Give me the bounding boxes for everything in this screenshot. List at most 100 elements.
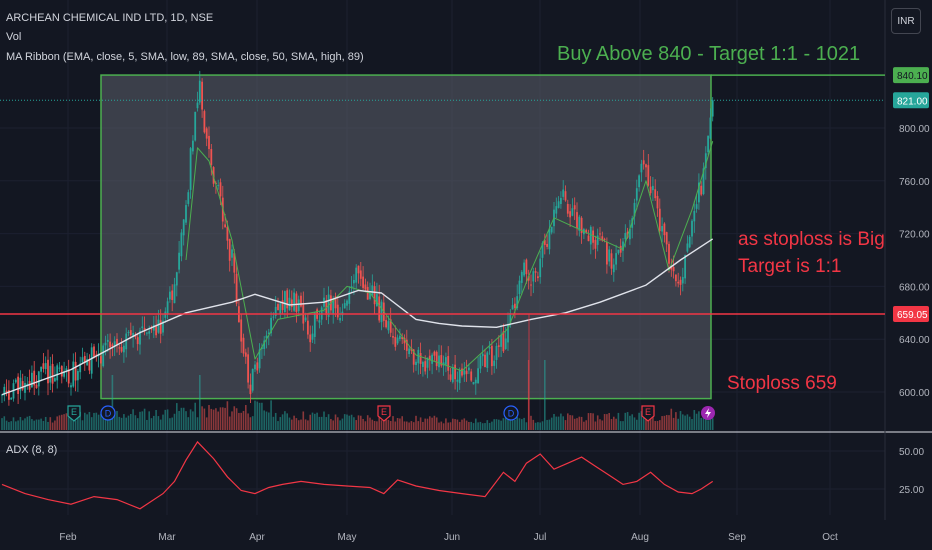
- volume-bar: [309, 414, 311, 430]
- candle-body: [143, 328, 146, 332]
- volume-bar: [406, 421, 408, 430]
- candle-body: [21, 381, 24, 390]
- volume-bar: [277, 421, 279, 430]
- candle-body: [288, 297, 291, 311]
- stoploss-annotation[interactable]: Stoploss 659: [727, 373, 837, 394]
- volume-bar: [12, 417, 15, 430]
- volume-bar: [514, 419, 516, 430]
- candle-body: [350, 286, 353, 288]
- volume-bar: [270, 400, 272, 430]
- volume-bar: [449, 422, 452, 430]
- candle-body: [251, 368, 254, 391]
- annotations[interactable]: Buy Above 840 - Target 1:1 - 1021 as stop…: [557, 43, 885, 394]
- dividend-marker[interactable]: [503, 405, 519, 421]
- volume-bar: [500, 420, 502, 430]
- volume-bar: [288, 417, 291, 430]
- volume-indicator-label[interactable]: Vol: [6, 31, 22, 43]
- volume-bar: [679, 411, 682, 430]
- volume-bar: [24, 418, 26, 430]
- candle-body: [240, 319, 243, 342]
- volume-bar: [493, 419, 495, 430]
- volume-bar: [576, 418, 578, 430]
- candle-body: [447, 356, 450, 371]
- risk-note-line-1[interactable]: as stoploss is Big: [738, 229, 885, 250]
- candle-body: [339, 317, 341, 321]
- candle-body: [514, 303, 516, 308]
- buy-target-annotation[interactable]: Buy Above 840 - Target 1:1 - 1021: [557, 43, 860, 65]
- risk-note-line-2[interactable]: Target is 1:1: [738, 256, 842, 277]
- volume-bar: [401, 416, 403, 430]
- volume-bar: [668, 415, 670, 430]
- candle-body: [504, 338, 507, 349]
- candle-body: [120, 347, 123, 352]
- candle-body: [587, 235, 590, 242]
- earnings-marker[interactable]: [641, 405, 655, 422]
- volume-bar: [661, 416, 663, 430]
- candle-body: [86, 359, 88, 366]
- candle-body: [638, 175, 640, 188]
- candle-body: [70, 385, 72, 388]
- candle-body: [173, 284, 176, 304]
- candle-body: [566, 204, 569, 214]
- candle-body: [454, 364, 456, 380]
- candle-body: [198, 80, 201, 103]
- candle-body: [534, 271, 537, 273]
- candle-body: [415, 361, 417, 366]
- volume-bar: [130, 414, 132, 430]
- candle-body: [185, 205, 187, 223]
- symbol-title[interactable]: ARCHEAN CHEMICAL IND LTD, 1D, NSE: [6, 12, 214, 24]
- horizontal-levels[interactable]: [0, 99, 885, 430]
- candle-body: [399, 335, 401, 340]
- volume-bar: [693, 410, 696, 430]
- candle-body: [612, 264, 615, 273]
- dividend-marker-letter: D: [105, 409, 112, 419]
- volume-bar: [86, 414, 88, 430]
- candle-body: [47, 359, 49, 384]
- earnings-marker[interactable]: [377, 405, 391, 422]
- volume-bar: [157, 416, 160, 430]
- candle-body: [477, 368, 479, 384]
- dividend-marker[interactable]: [100, 405, 116, 421]
- volume-bar: [65, 413, 68, 430]
- volume-bar: [203, 408, 206, 430]
- volume-bar: [348, 415, 351, 430]
- volume-bar: [100, 413, 102, 430]
- volume-bar: [585, 420, 587, 430]
- volume-bar: [615, 418, 617, 430]
- candle-body: [380, 301, 383, 323]
- volume-bar: [205, 417, 208, 430]
- volume-bar: [424, 418, 426, 430]
- volume-bar: [606, 414, 608, 430]
- candle-body: [357, 265, 360, 274]
- volume-bar: [695, 413, 698, 430]
- volume-bar: [419, 417, 422, 430]
- volume-bar: [385, 417, 387, 430]
- candle-body: [652, 185, 654, 191]
- ma-ribbon-indicator-label[interactable]: MA Ribbon (EMA, close, 5, SMA, low, 89, …: [6, 51, 364, 63]
- volume-bar: [470, 421, 472, 430]
- time-tick-label: Jul: [534, 532, 547, 543]
- candle-body: [422, 361, 424, 367]
- earnings-marker[interactable]: [67, 405, 81, 422]
- currency-button[interactable]: INR: [891, 8, 921, 34]
- candle-body: [313, 311, 316, 337]
- candle-body: [336, 304, 339, 318]
- volume-bar: [431, 417, 433, 430]
- adx-indicator-label[interactable]: ADX (8, 8): [6, 444, 58, 456]
- volume-bar: [481, 423, 484, 430]
- candle-body: [210, 148, 213, 165]
- candle-body: [63, 371, 65, 377]
- volume-bar: [682, 414, 684, 430]
- volume-bar: [249, 417, 252, 430]
- candle-body: [265, 335, 268, 339]
- candle-body: [182, 219, 185, 236]
- volume-bar: [546, 419, 548, 430]
- volume-bar: [562, 416, 564, 430]
- earnings-marker-letter: E: [71, 407, 77, 417]
- candle-body: [19, 377, 22, 391]
- candle-body: [297, 299, 300, 312]
- volume-bar: [603, 414, 606, 430]
- volume-bar: [711, 418, 714, 430]
